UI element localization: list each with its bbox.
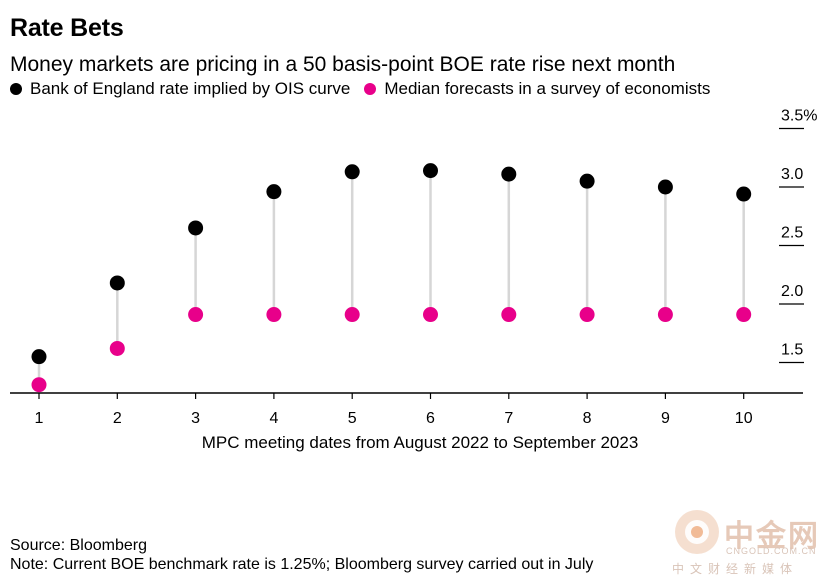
survey-point — [579, 307, 595, 323]
x-tick-label: 8 — [583, 410, 592, 427]
ois-point — [736, 186, 752, 202]
survey-point — [657, 307, 673, 323]
ois-point — [188, 220, 204, 236]
survey-point — [188, 307, 204, 323]
ois-point — [109, 275, 125, 291]
ois-point — [501, 166, 517, 182]
survey-point — [501, 307, 517, 323]
watermark: 中金网 CNGOLD.COM.CN 中文财经新媒体 — [670, 505, 825, 577]
legend-survey-label: Median forecasts in a survey of economis… — [384, 79, 711, 98]
x-tick-label: 2 — [113, 410, 122, 427]
x-tick-label: 7 — [504, 410, 513, 427]
survey-point — [423, 307, 438, 323]
survey-point — [109, 340, 125, 356]
survey-point — [344, 307, 360, 323]
legend-ois-label: Bank of England rate implied by OIS curv… — [30, 79, 351, 98]
chart-title: Rate Bets — [10, 14, 124, 42]
x-tick-label: 9 — [661, 410, 670, 427]
legend-survey-marker — [364, 83, 377, 95]
y-tick-label: 3.0 — [781, 166, 803, 183]
survey-point — [266, 307, 282, 323]
footnote: Note: Current BOE benchmark rate is 1.25… — [10, 556, 594, 573]
x-tick-label: 5 — [348, 410, 357, 427]
ois-point — [579, 173, 595, 189]
dot-plot-chart: 1.5 2.0 2.5 3.0 3.5% 1 2 3 4 5 6 7 8 9 10 MPC meeting d… — [10, 108, 817, 452]
watermark-tagline: 中文财经新媒体 — [672, 562, 799, 576]
x-axis-title: MPC meeting dates from August 2022 to Se… — [202, 433, 639, 452]
x-tick-label: 6 — [426, 410, 435, 427]
y-tick-label: 2.5 — [781, 225, 803, 242]
ois-point — [31, 349, 47, 365]
ois-point — [423, 163, 438, 179]
legend: Bank of England rate implied by OIS curv… — [10, 79, 724, 99]
watermark-logo-icon — [675, 510, 719, 554]
legend-ois-marker — [10, 83, 22, 95]
survey-point — [31, 377, 47, 393]
y-tick-label: 2.0 — [781, 283, 803, 300]
ois-point — [657, 179, 673, 195]
watermark-name: 中金网 — [724, 520, 820, 553]
legend-item-ois: Bank of England rate implied by OIS curv… — [10, 79, 350, 99]
ois-point — [344, 164, 360, 180]
x-tick-label: 1 — [35, 410, 44, 427]
legend-item-survey: Median forecasts in a survey of economis… — [364, 79, 710, 99]
watermark-url: CNGOLD.COM.CN — [726, 546, 817, 556]
source-note: Source: Bloomberg — [10, 537, 147, 554]
y-tick-label: 1.5 — [781, 342, 803, 359]
ois-point — [266, 184, 282, 200]
chart-subtitle: Money markets are pricing in a 50 basis-… — [10, 53, 676, 76]
y-tick-label: 3.5% — [781, 108, 817, 125]
x-tick-label: 10 — [735, 410, 753, 427]
x-tick-label: 4 — [269, 410, 278, 427]
x-tick-label: 3 — [191, 410, 200, 427]
survey-point — [736, 307, 752, 323]
